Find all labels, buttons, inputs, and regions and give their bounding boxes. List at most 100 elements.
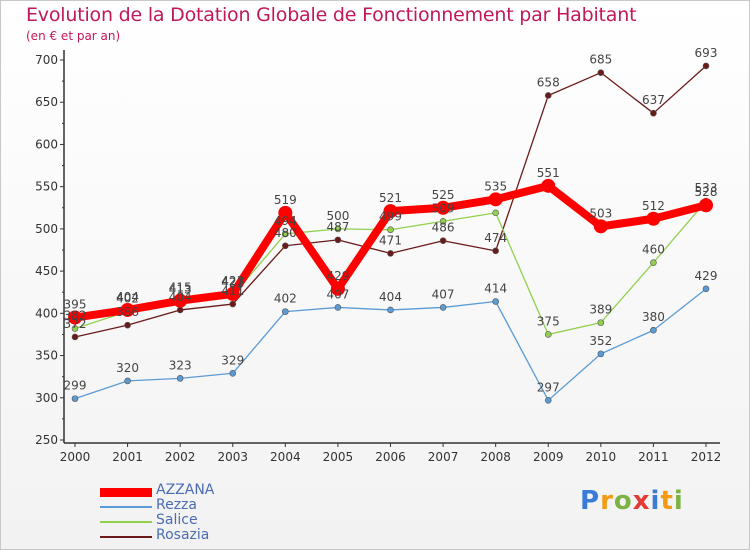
data-point xyxy=(387,306,394,314)
data-label: 323 xyxy=(169,358,192,372)
data-point xyxy=(492,247,499,255)
data-point xyxy=(176,306,184,314)
data-label: 509 xyxy=(432,201,455,215)
data-label: 407 xyxy=(326,287,349,301)
data-label: 352 xyxy=(589,334,612,348)
y-tick-label: 400 xyxy=(35,306,58,320)
data-label: 519 xyxy=(274,193,297,207)
x-tick-label: 2012 xyxy=(691,450,722,464)
data-point xyxy=(71,395,79,402)
data-point xyxy=(225,286,240,301)
data-label: 404 xyxy=(169,290,192,304)
data-point xyxy=(124,321,131,329)
data-label: 494 xyxy=(274,214,297,228)
data-point xyxy=(702,285,710,293)
data-label: 386 xyxy=(116,305,139,319)
data-label: 423 xyxy=(221,274,244,288)
data-point xyxy=(597,350,605,358)
data-point xyxy=(387,226,394,234)
data-label: 487 xyxy=(326,220,349,234)
data-label: 429 xyxy=(326,269,349,283)
data-label: 528 xyxy=(695,185,718,199)
data-point xyxy=(492,298,499,305)
y-tick-label: 250 xyxy=(35,433,58,447)
data-label: 320 xyxy=(116,361,139,375)
y-tick-label: 300 xyxy=(35,391,58,405)
data-label: 329 xyxy=(221,353,244,367)
data-label: 404 xyxy=(379,290,402,304)
chart-subtitle: (en € et par an) xyxy=(26,29,121,43)
data-label: 411 xyxy=(221,284,244,298)
data-label: 389 xyxy=(589,303,612,317)
legend-swatch xyxy=(100,506,152,508)
x-tick-label: 2005 xyxy=(323,450,354,464)
data-point xyxy=(650,259,657,266)
data-point xyxy=(383,204,398,219)
data-point xyxy=(334,225,342,233)
data-label: 551 xyxy=(537,166,560,180)
data-label: 297 xyxy=(537,380,560,394)
data-point xyxy=(282,230,289,238)
legend-label: AZZANA xyxy=(156,482,215,498)
data-point xyxy=(544,92,552,99)
y-tick-label: 500 xyxy=(35,222,58,236)
legend-swatch xyxy=(100,521,152,523)
data-label: 474 xyxy=(484,231,507,245)
data-point xyxy=(699,198,713,213)
chart-title: Evolution de la Dotation Globale de Fonc… xyxy=(26,4,637,26)
data-label: 421 xyxy=(221,276,244,290)
data-point xyxy=(282,242,289,250)
data-label: 429 xyxy=(695,269,718,283)
data-point xyxy=(492,209,499,217)
data-label: 685 xyxy=(589,53,612,67)
data-label: 637 xyxy=(642,93,665,107)
data-label: 407 xyxy=(432,287,455,301)
x-tick-label: 2003 xyxy=(217,450,248,464)
y-tick-label: 550 xyxy=(35,180,58,194)
data-label: 521 xyxy=(379,191,402,205)
data-point xyxy=(124,377,131,385)
data-label: 460 xyxy=(642,243,665,257)
data-point xyxy=(330,281,345,296)
x-tick-label: 2001 xyxy=(112,450,143,464)
data-label: 535 xyxy=(484,179,507,193)
series-rosazia xyxy=(71,62,710,341)
legend-label: Salice xyxy=(156,512,198,528)
x-tick-label: 2000 xyxy=(60,450,91,464)
data-point xyxy=(176,375,184,382)
y-tick-label: 650 xyxy=(35,95,58,109)
data-label: 402 xyxy=(274,292,297,306)
data-label: 414 xyxy=(484,282,507,296)
data-label: 380 xyxy=(642,310,665,324)
legend-label: Rezza xyxy=(156,497,197,513)
legend-label: Rosazia xyxy=(156,527,210,543)
data-point xyxy=(541,178,556,193)
data-label: 503 xyxy=(589,206,612,220)
data-label: 533 xyxy=(695,181,718,195)
data-point xyxy=(71,333,79,341)
proxiti-logo: Proxiti xyxy=(580,486,684,516)
data-point xyxy=(282,308,289,315)
y-tick-label: 350 xyxy=(35,349,58,363)
data-label: 658 xyxy=(537,75,560,89)
data-label: 525 xyxy=(432,188,455,202)
legend-swatch xyxy=(100,536,152,538)
y-tick-label: 450 xyxy=(35,264,58,278)
data-point xyxy=(334,304,342,311)
data-label: 299 xyxy=(64,379,87,393)
data-point xyxy=(229,300,237,308)
y-tick-label: 600 xyxy=(35,137,58,151)
data-label: 413 xyxy=(169,282,192,296)
data-point xyxy=(334,236,342,244)
data-label: 480 xyxy=(274,226,297,240)
series-layer xyxy=(68,62,713,404)
data-label: 395 xyxy=(64,298,87,312)
x-tick-label: 2006 xyxy=(375,450,406,464)
data-label: 499 xyxy=(379,210,402,224)
data-label: 402 xyxy=(116,292,139,306)
data-point xyxy=(436,200,451,215)
data-label: 404 xyxy=(116,290,139,304)
data-point xyxy=(488,192,503,207)
